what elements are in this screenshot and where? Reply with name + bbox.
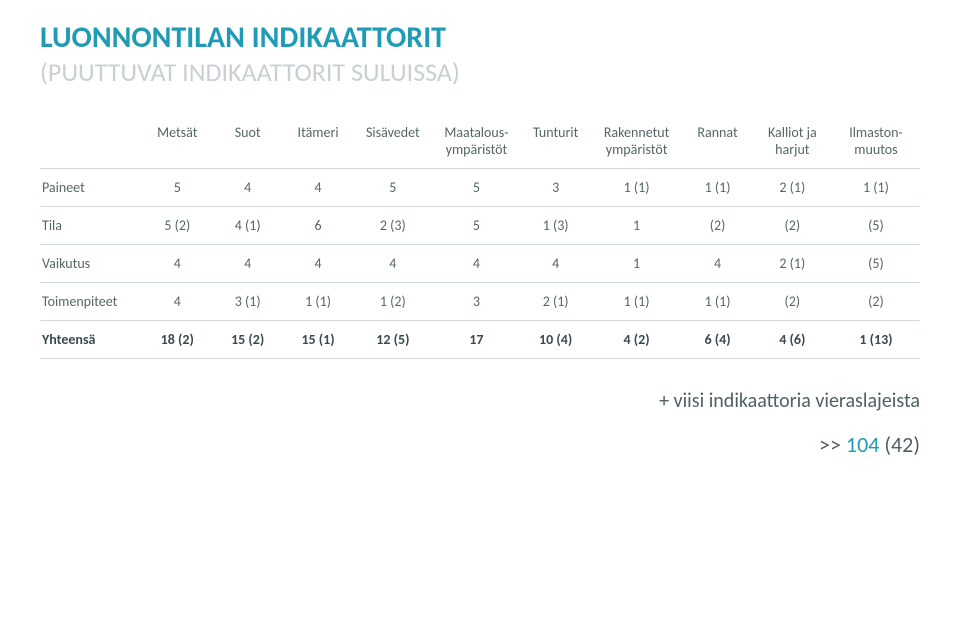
cell: 4	[142, 283, 212, 321]
cell: (2)	[832, 283, 920, 321]
cell: 4	[212, 245, 282, 283]
totals-cell: 15 (2)	[212, 321, 282, 359]
cell: 5	[142, 169, 212, 207]
page-subtitle: (PUUTTUVAT INDIKAATTORIT SULUISSA)	[40, 56, 920, 88]
table-row: Paineet5445531 (1)1 (1)2 (1)1 (1)	[40, 169, 920, 207]
cell: (5)	[832, 245, 920, 283]
cell: (2)	[753, 283, 832, 321]
cell: 3 (1)	[212, 283, 282, 321]
cell: 1	[591, 245, 683, 283]
totals-cell: 10 (4)	[520, 321, 590, 359]
col-header: Rannat	[682, 114, 752, 169]
totals-label: Yhteensä	[40, 321, 142, 359]
col-header: Kalliot ja harjut	[753, 114, 832, 169]
totals-cell: 17	[432, 321, 520, 359]
cell: 1 (1)	[682, 169, 752, 207]
cell: 1 (3)	[520, 207, 590, 245]
totals-cell: 18 (2)	[142, 321, 212, 359]
cell: 3	[520, 169, 590, 207]
cell: (2)	[682, 207, 752, 245]
col-header: Itämeri	[283, 114, 353, 169]
table-body: Paineet5445531 (1)1 (1)2 (1)1 (1)Tila5 (…	[40, 169, 920, 321]
col-header: Suot	[212, 114, 282, 169]
totals-cell: 15 (1)	[283, 321, 353, 359]
footer-suffix: (42)	[879, 431, 920, 458]
cell: 4	[142, 245, 212, 283]
col-header: Metsät	[142, 114, 212, 169]
cell: 2 (1)	[753, 245, 832, 283]
table-row: Toimenpiteet43 (1)1 (1)1 (2)32 (1)1 (1)1…	[40, 283, 920, 321]
cell: 4	[432, 245, 520, 283]
col-header: Maatalous- ympäristöt	[432, 114, 520, 169]
footer-accent-number: 104	[846, 431, 879, 458]
cell: 4	[283, 245, 353, 283]
cell: 1 (1)	[591, 169, 683, 207]
footer: + viisi indikaattoria vieraslajeista >> …	[40, 389, 920, 458]
cell: 1 (1)	[682, 283, 752, 321]
cell: (5)	[832, 207, 920, 245]
cell: 5	[432, 207, 520, 245]
cell: 4	[520, 245, 590, 283]
cell: 5 (2)	[142, 207, 212, 245]
cell: 2 (1)	[520, 283, 590, 321]
cell: 1 (1)	[832, 169, 920, 207]
col-header: Ilmaston- muutos	[832, 114, 920, 169]
cell: 1 (1)	[283, 283, 353, 321]
cell: 5	[353, 169, 432, 207]
table-header-row: MetsätSuotItämeriSisävedetMaatalous- ymp…	[40, 114, 920, 169]
cell: 3	[432, 283, 520, 321]
totals-cell: 1 (13)	[832, 321, 920, 359]
col-header: Tunturit	[520, 114, 590, 169]
totals-cell: 4 (2)	[591, 321, 683, 359]
totals-cell: 6 (4)	[682, 321, 752, 359]
row-label: Toimenpiteet	[40, 283, 142, 321]
cell: 2 (3)	[353, 207, 432, 245]
cell: 4	[283, 169, 353, 207]
cell: 2 (1)	[753, 169, 832, 207]
cell: 1 (2)	[353, 283, 432, 321]
cell: 1 (1)	[591, 283, 683, 321]
footer-prefix: >>	[819, 431, 846, 458]
col-header: Sisävedet	[353, 114, 432, 169]
footer-note: + viisi indikaattoria vieraslajeista	[659, 389, 920, 413]
cell: 4	[353, 245, 432, 283]
row-label: Tila	[40, 207, 142, 245]
cell: 1	[591, 207, 683, 245]
row-label: Vaikutus	[40, 245, 142, 283]
col-header-blank	[40, 114, 142, 169]
footer-total: >> 104 (42)	[819, 431, 920, 458]
cell: 4 (1)	[212, 207, 282, 245]
cell: 6	[283, 207, 353, 245]
totals-cell: 4 (6)	[753, 321, 832, 359]
cell: (2)	[753, 207, 832, 245]
indicator-table: MetsätSuotItämeriSisävedetMaatalous- ymp…	[40, 114, 920, 359]
cell: 5	[432, 169, 520, 207]
col-header: Rakennetut ympäristöt	[591, 114, 683, 169]
cell: 4	[682, 245, 752, 283]
cell: 4	[212, 169, 282, 207]
table-row: Vaikutus444444142 (1)(5)	[40, 245, 920, 283]
table-totals-row: Yhteensä18 (2)15 (2)15 (1)12 (5)1710 (4)…	[40, 321, 920, 359]
page-title: LUONNONTILAN INDIKAATTORIT	[40, 20, 920, 56]
row-label: Paineet	[40, 169, 142, 207]
totals-cell: 12 (5)	[353, 321, 432, 359]
table-row: Tila5 (2)4 (1)62 (3)51 (3)1(2)(2)(5)	[40, 207, 920, 245]
